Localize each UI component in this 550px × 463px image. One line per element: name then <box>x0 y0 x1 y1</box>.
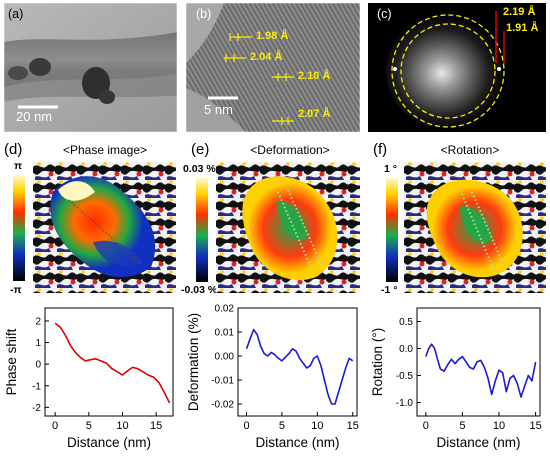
colorbar-f-bottom: -1 ° <box>381 284 398 296</box>
panel-e-title: <Deformation> <box>250 143 330 157</box>
x-axis-label: Distance (nm) <box>436 435 520 450</box>
phase-map <box>33 162 176 293</box>
y-tick-label: 2 <box>35 316 41 327</box>
colorbar-e <box>196 178 208 282</box>
panel-d-title: <Phase image> <box>62 143 148 157</box>
colorbar-d <box>13 175 25 281</box>
panel-f-label: (f) <box>373 141 388 158</box>
y-tick-label: -0.01 <box>211 376 234 387</box>
plot-frame <box>237 307 358 417</box>
y-axis-label: Phase shift <box>4 328 19 395</box>
x-tick-label: 0 <box>52 420 58 432</box>
panel-a-label: (a) <box>8 7 24 21</box>
series-line <box>425 343 537 398</box>
series-line <box>54 322 171 404</box>
y-tick-label: -0.02 <box>211 400 234 411</box>
rotation-map <box>404 162 546 293</box>
y-tick-label: 0.0 <box>399 344 413 355</box>
plot-frame <box>44 307 174 417</box>
x-tick-label: 15 <box>347 420 359 432</box>
panel-c-ring-label-2: 1.91 Å <box>506 22 539 34</box>
y-tick-label: -0.5 <box>396 371 414 382</box>
panel-b-hrtem-image <box>186 3 360 132</box>
panel-f-title: <Rotation> <box>440 143 500 157</box>
y-tick-label: 0.02 <box>215 304 235 315</box>
x-tick-label: 10 <box>311 420 323 432</box>
colorbar-d-bottom: -π <box>10 284 22 296</box>
rotation-chart: 0 5 10 15 -1.0 -0.5 0.0 0.5 Distance (nm) Rotatio… <box>370 307 542 450</box>
series-line <box>245 328 354 405</box>
panel-c-label: (c) <box>377 7 392 21</box>
x-tick-label: 15 <box>529 420 541 432</box>
panel-d-label: (d) <box>4 141 23 158</box>
panel-c-fft-image <box>368 3 546 132</box>
panel-c-ring-label-1: 2.19 Å <box>503 6 536 18</box>
x-tick-label: 5 <box>279 420 285 432</box>
x-axis-label: Distance (nm) <box>67 435 151 450</box>
deformation-chart: 0 5 10 15 -0.02 -0.01 0.00 0.01 0.02 Distance (nm… <box>186 304 359 451</box>
colorbar-f-top: 1 ° <box>384 163 397 175</box>
deformation-map <box>216 162 360 293</box>
x-tick-label: 10 <box>493 420 505 432</box>
y-tick-label: 0.5 <box>399 317 413 328</box>
y-tick-label: 1 <box>35 338 41 349</box>
y-axis-label: Deformation (%) <box>186 313 201 411</box>
phase-shift-chart: 0 5 10 15 -2 -1 0 1 2 Distance (nm) Phase shift <box>4 307 174 450</box>
panel-b-spacing-1: 1.98 Å <box>256 30 289 42</box>
panel-b-spacing-4: 2.07 Å <box>298 108 331 120</box>
y-tick-label: -1.0 <box>396 398 414 409</box>
x-tick-label: 5 <box>459 420 465 432</box>
x-tick-label: 15 <box>150 420 162 432</box>
colorbar-f <box>386 178 398 282</box>
panel-e-label: (e) <box>191 141 210 158</box>
colorbar-e-bottom: -0.03 % <box>181 284 218 296</box>
x-tick-label: 0 <box>423 420 429 432</box>
y-tick-label: 0 <box>35 360 41 371</box>
panel-b-spacing-3: 2.10 Å <box>298 70 331 82</box>
y-tick-label: -2 <box>32 403 41 414</box>
x-tick-label: 5 <box>86 420 92 432</box>
panel-a-tem-image <box>4 3 177 132</box>
panel-b-scale-bar-label: 5 nm <box>204 102 233 117</box>
colorbar-d-top: π <box>14 160 23 172</box>
colorbar-e-top: 0.03 % <box>183 163 216 175</box>
plot-frame <box>416 307 541 417</box>
y-tick-label: 0.01 <box>215 328 235 339</box>
panel-a-scale-bar-label: 20 nm <box>16 109 53 124</box>
y-tick-label: 0.00 <box>215 352 235 363</box>
y-tick-label: -1 <box>32 381 41 392</box>
x-axis-label: Distance (nm) <box>255 435 339 450</box>
panel-b-spacing-2: 2.04 Å <box>250 51 283 63</box>
x-tick-label: 0 <box>243 420 249 432</box>
panel-b-label: (b) <box>196 7 212 21</box>
x-tick-label: 10 <box>116 420 128 432</box>
y-axis-label: Rotation (°) <box>370 328 385 396</box>
